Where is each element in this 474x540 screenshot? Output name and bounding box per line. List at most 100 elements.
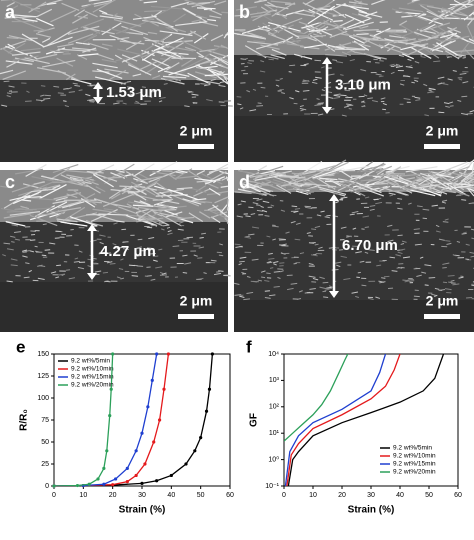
particle <box>420 53 424 56</box>
fiber <box>161 42 184 57</box>
sem-image <box>233 0 474 162</box>
sem-image <box>233 159 474 332</box>
particle <box>3 242 11 245</box>
fiber <box>235 6 258 11</box>
particle <box>442 83 449 86</box>
particle <box>191 93 199 96</box>
particle <box>363 94 368 97</box>
fiber <box>174 168 193 180</box>
fiber <box>411 0 421 2</box>
particle <box>335 201 339 204</box>
particle <box>419 256 424 259</box>
thickness-label: 4.27 μm <box>100 243 156 260</box>
fiber <box>212 204 229 218</box>
particle <box>35 99 43 102</box>
fiber <box>330 7 347 19</box>
fiber <box>197 56 219 66</box>
particle <box>203 84 211 87</box>
particle <box>327 287 333 290</box>
x-tick-label: 30 <box>367 492 375 499</box>
fiber <box>152 171 176 177</box>
particle <box>442 221 449 223</box>
particle <box>471 237 474 240</box>
particle <box>423 83 428 87</box>
fiber <box>65 169 93 174</box>
fiber <box>246 182 271 193</box>
particle <box>44 249 51 251</box>
fiber <box>7 42 26 54</box>
particle <box>259 70 266 73</box>
particle <box>151 90 156 93</box>
particle <box>389 63 395 66</box>
marker <box>162 387 166 391</box>
particle <box>407 58 412 61</box>
particle <box>350 190 355 193</box>
particle <box>11 241 15 243</box>
fiber <box>307 5 336 25</box>
fiber <box>210 34 224 42</box>
fiber <box>83 26 115 35</box>
particle <box>308 242 315 244</box>
particle <box>293 262 297 265</box>
particle <box>207 82 212 84</box>
particle <box>402 279 409 282</box>
fiber <box>74 9 86 17</box>
fiber <box>60 174 84 186</box>
fiber <box>148 169 180 183</box>
particle <box>6 95 11 98</box>
fiber <box>463 175 474 181</box>
fiber <box>112 203 140 210</box>
fiber <box>443 182 474 186</box>
fiber <box>199 211 211 219</box>
particle <box>257 279 263 282</box>
particle <box>218 84 226 88</box>
fiber <box>36 212 59 217</box>
fiber <box>119 40 145 45</box>
fiber <box>365 11 378 17</box>
marker <box>111 352 115 356</box>
particle <box>2 254 6 257</box>
fiber <box>136 217 164 223</box>
particle <box>311 228 317 230</box>
particle <box>444 218 449 221</box>
particle <box>286 287 294 291</box>
particle <box>78 89 83 92</box>
fiber <box>132 15 157 20</box>
particle <box>166 226 171 229</box>
fiber <box>178 38 203 51</box>
fiber <box>67 25 100 35</box>
particle <box>251 226 260 229</box>
particle <box>434 287 440 290</box>
fiber <box>87 170 118 182</box>
fiber <box>344 21 374 31</box>
particle <box>435 230 441 233</box>
fiber <box>448 30 469 43</box>
particle <box>330 108 335 111</box>
fiber <box>66 193 78 199</box>
particle <box>122 248 129 251</box>
y-tick-label: 0 <box>45 483 49 490</box>
particle <box>353 80 359 83</box>
particle <box>452 254 457 257</box>
particle <box>179 221 184 224</box>
fiber <box>164 70 190 77</box>
fiber <box>184 0 203 6</box>
marker <box>152 440 156 444</box>
particle <box>64 105 70 108</box>
particle <box>306 231 311 234</box>
fiber <box>157 66 171 73</box>
particle <box>302 79 310 82</box>
thickness-label: 3.10 μm <box>335 76 391 93</box>
particle <box>273 261 279 264</box>
particle <box>456 56 463 59</box>
fiber <box>109 69 127 81</box>
fiber <box>135 209 154 221</box>
fiber <box>30 197 56 201</box>
scale-bar <box>178 314 214 319</box>
particle <box>260 270 266 273</box>
particle <box>416 274 422 278</box>
sem-image <box>0 0 233 162</box>
fiber <box>20 205 30 210</box>
particle <box>268 257 275 260</box>
particle <box>246 291 254 295</box>
